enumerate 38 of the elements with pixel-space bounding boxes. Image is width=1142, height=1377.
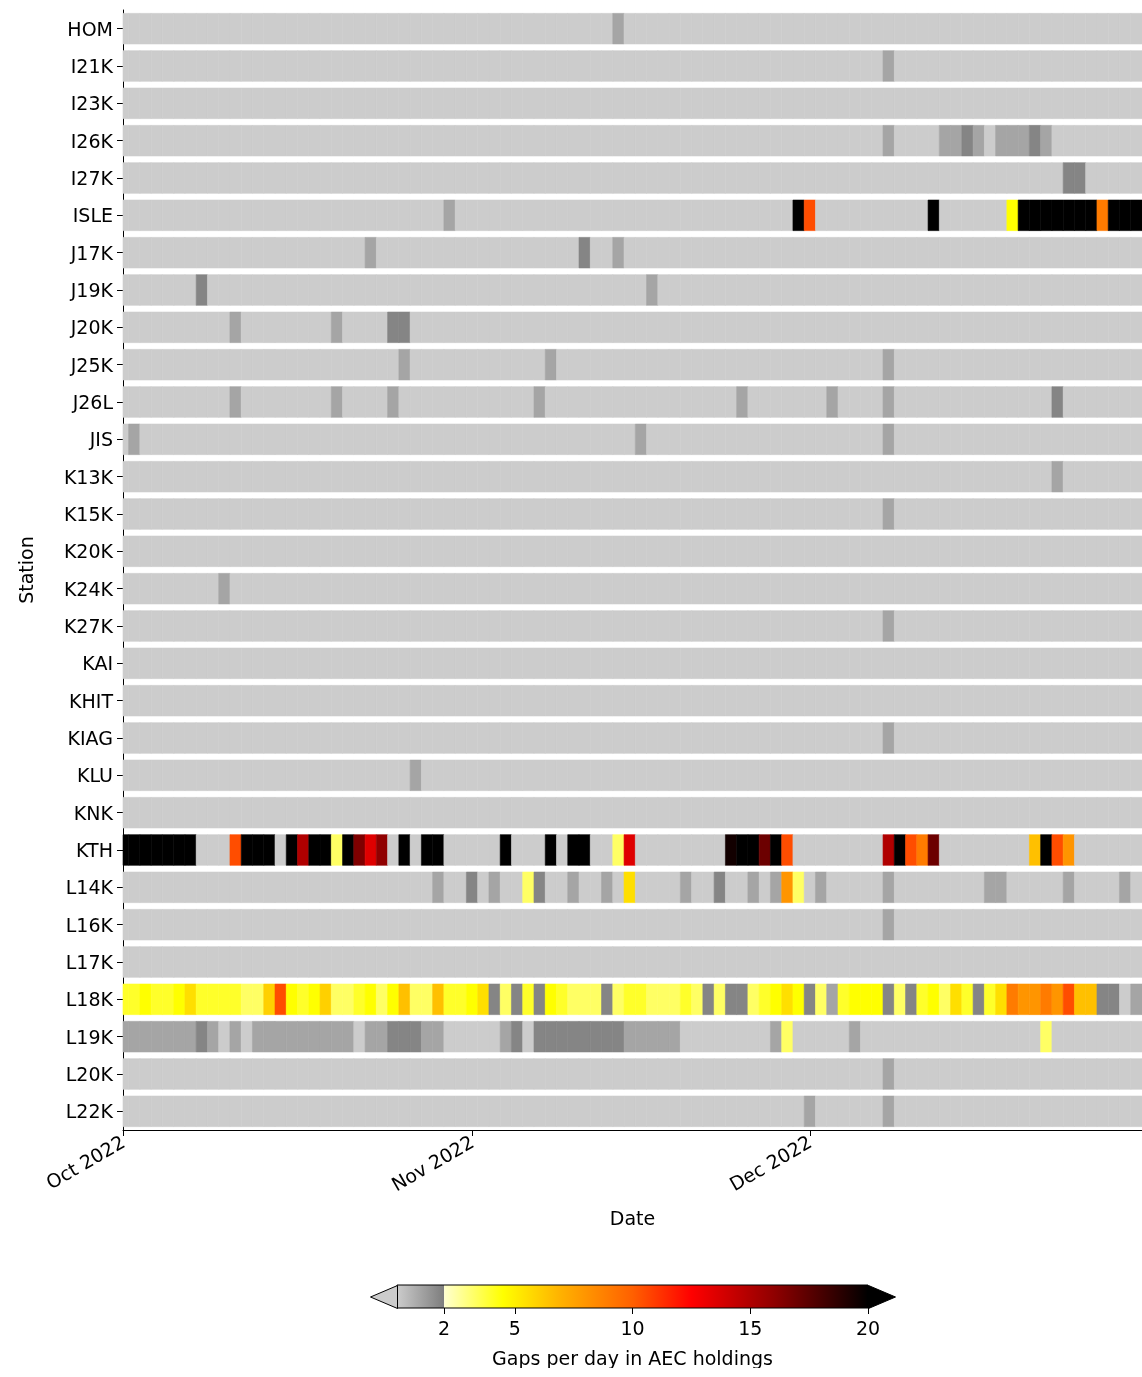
y-tick-label: KTH xyxy=(76,839,113,861)
y-tick-label: L17K xyxy=(65,951,114,973)
y-tick-label: I23K xyxy=(70,92,114,115)
color-bar-label: 15 xyxy=(738,1316,763,1339)
y-tick-label: K24K xyxy=(63,577,114,600)
y-tick-label: ISLE xyxy=(72,204,113,227)
color-bar-title: Gaps per day in AEC holdings xyxy=(492,1346,773,1369)
y-tick-label: HOM xyxy=(67,17,113,40)
y-tick-label: I27K xyxy=(70,167,114,189)
y-tick-label: L18K xyxy=(65,988,114,1011)
y-tick-label: J20K xyxy=(69,316,114,339)
y-tick-label: KAI xyxy=(82,652,113,675)
y-tick-label: K15K xyxy=(63,503,114,525)
color-bar-label: 20 xyxy=(855,1316,881,1339)
y-tick-label: K20K xyxy=(63,540,114,563)
y-tick-label: L20K xyxy=(65,1063,114,1085)
y-tick-label: JIS xyxy=(88,428,113,451)
y-tick-label: KLU xyxy=(76,764,113,787)
y-tick-label: KHIT xyxy=(69,689,114,712)
y-tick-label: L16K xyxy=(65,913,114,936)
y-tick-label: L14K xyxy=(65,876,114,899)
y-tick-label: I21K xyxy=(70,55,114,77)
y-tick-label: KIAG xyxy=(67,727,113,749)
y-tick-label: L19K xyxy=(65,1025,114,1048)
y-tick-label: K27K xyxy=(63,615,114,637)
y-axis-title: Station xyxy=(14,536,37,604)
y-tick-label: J26L xyxy=(71,391,114,413)
y-tick-label: I26K xyxy=(70,129,114,152)
y-tick-label: L22K xyxy=(65,1100,114,1123)
y-tick-label: K13K xyxy=(63,465,114,488)
y-tick-label: J19K xyxy=(69,279,114,301)
y-tick-label: J17K xyxy=(69,241,114,264)
y-tick-label: J25K xyxy=(69,353,114,376)
x-axis-title: Date xyxy=(609,1206,656,1229)
y-tick-label: KNK xyxy=(73,801,114,824)
color-bar-label: 10 xyxy=(620,1316,645,1339)
color-bar-label: 2 xyxy=(438,1316,451,1339)
color-bar-label: 5 xyxy=(508,1316,521,1339)
